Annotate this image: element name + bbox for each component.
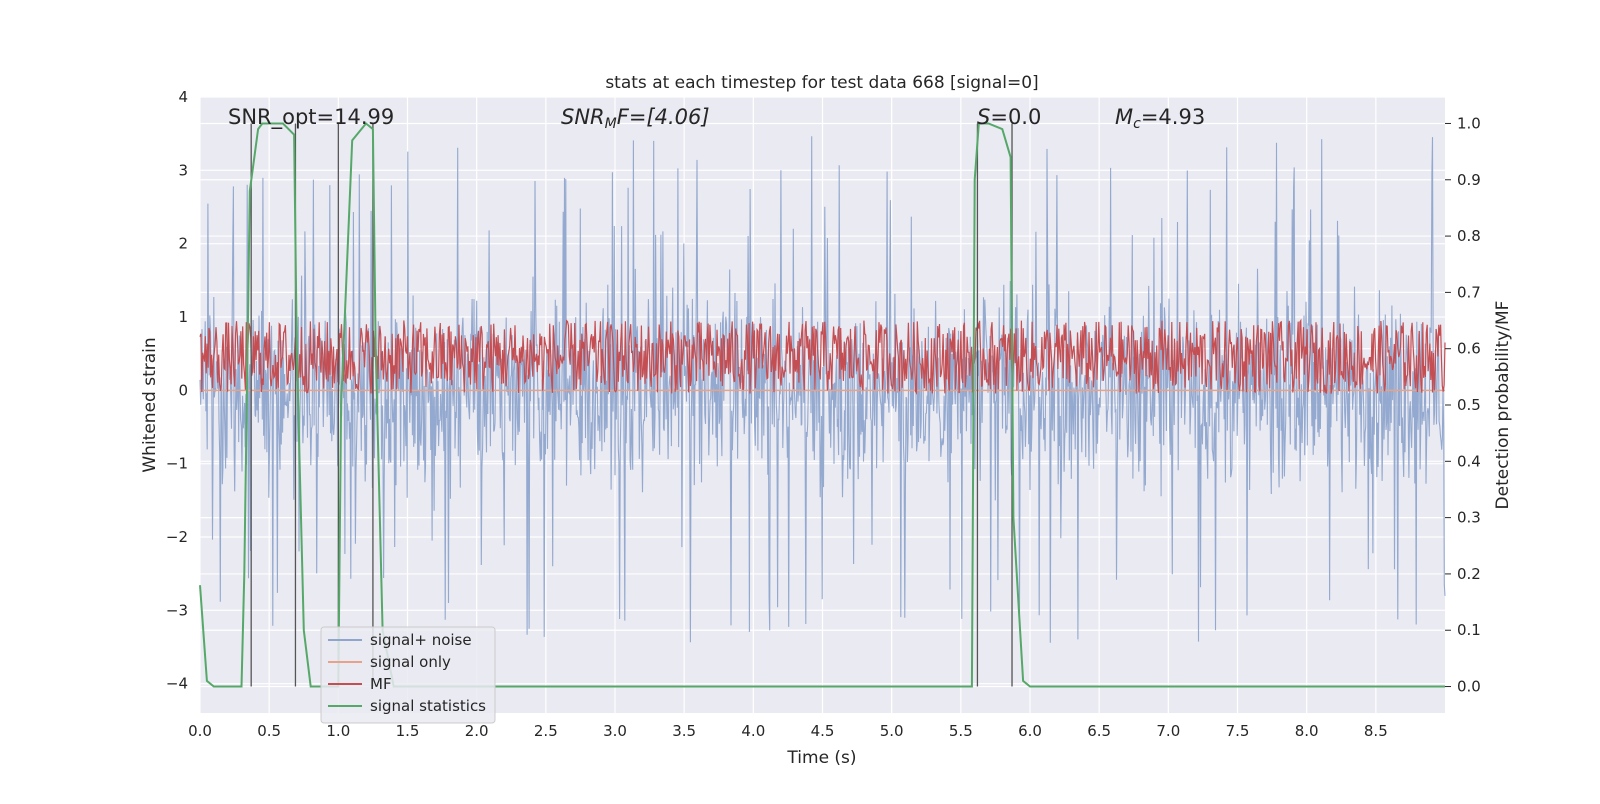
y-tick-label: 0 [178, 381, 188, 399]
y-tick-label: 2 [178, 235, 188, 253]
x-tick-label: 5.5 [949, 722, 973, 740]
mf-line [199, 318, 1446, 395]
legend-box [320, 626, 496, 724]
y-right-tick-label: 0.6 [1457, 340, 1481, 358]
x-tick-label: 2.0 [465, 722, 489, 740]
x-tick-label: 8.0 [1295, 722, 1319, 740]
legend-label-mf: MF [370, 675, 392, 693]
annotation-snr-mf-sub: M [605, 116, 617, 132]
x-tick-label: 6.0 [1018, 722, 1042, 740]
x-tick-label: 7.5 [1226, 722, 1250, 740]
y-right-tick-label: 0.1 [1457, 621, 1481, 639]
y-axis-label: Whitened strain [140, 337, 160, 472]
x-tick-label: 7.0 [1156, 722, 1180, 740]
annotation-snr-mf-prefix: SNR [561, 105, 605, 129]
y-right-tick-label: 0.5 [1457, 396, 1481, 414]
annotation-mc-sub: c [1133, 116, 1141, 132]
y-right-tick-label: 0.4 [1457, 452, 1481, 470]
annotation-snr-mf: SNRMF=[4.06] [561, 105, 710, 132]
legend-label-signal-only: signal only [370, 653, 451, 671]
x-tick-label: 3.0 [603, 722, 627, 740]
annotation-s-suffix: =0.0 [990, 105, 1041, 129]
y-right-tick-label: 0.8 [1457, 227, 1481, 245]
legend-label-signal-statistics: signal statistics [370, 697, 486, 715]
x-tick-label: 1.0 [326, 722, 350, 740]
signal-noise-line [199, 136, 1446, 643]
series-layer [199, 136, 1446, 643]
annotation-mc-prefix: M [1115, 105, 1133, 129]
x-axis-label: Time (s) [786, 748, 856, 768]
x-tick-label: 6.5 [1087, 722, 1111, 740]
y-tick-label: −2 [166, 528, 188, 546]
y-right-tick-label: 0.7 [1457, 283, 1481, 301]
legend-label-signal-noise: signal+ noise [370, 631, 472, 649]
x-tick-label: 0.5 [257, 722, 281, 740]
annotation-s-prefix: S [977, 105, 990, 129]
x-tick-label: 0.0 [188, 722, 212, 740]
chart-title: stats at each timestep for test data 668… [605, 73, 1038, 93]
y-right-tick-label: 0.3 [1457, 509, 1481, 527]
y-right-tick-label: 0.9 [1457, 171, 1481, 189]
y-right-tick-label: 0.0 [1457, 678, 1481, 696]
y-tick-label: 4 [178, 88, 188, 106]
x-tick-label: 5.0 [880, 722, 904, 740]
x-tick-label: 4.5 [811, 722, 835, 740]
y-tick-label: 1 [178, 308, 188, 326]
x-tick-label: 1.5 [396, 722, 420, 740]
annotation-s: S=0.0 [977, 105, 1041, 129]
y-right-tick-label: 0.2 [1457, 565, 1481, 583]
y-tick-label: −4 [166, 675, 188, 693]
y-right-tick-label: 1.0 [1457, 114, 1481, 132]
annotation-snr-opt: SNR_opt=14.99 [228, 105, 394, 130]
y-axis-right-label: Detection probability/MF [1493, 301, 1513, 510]
x-tick-label: 4.0 [741, 722, 765, 740]
y-tick-label: −3 [166, 601, 188, 619]
y-tick-label: 3 [178, 161, 188, 179]
axes: 0.0 0.5 1.0 1.5 2.0 2.5 3.0 3.5 4.0 4.5 5.0 5.5 6.0 6… [166, 88, 1481, 740]
x-tick-label: 8.5 [1364, 722, 1388, 740]
annotation-snr-mf-suffix: F=[4.06] [617, 105, 710, 129]
y-tick-label: −1 [166, 455, 188, 473]
x-tick-label: 3.5 [672, 722, 696, 740]
x-tick-label: 2.5 [534, 722, 558, 740]
annotation-mc: Mc=4.93 [1115, 105, 1205, 132]
annotation-mc-suffix: =4.93 [1141, 105, 1205, 129]
legend: signal+ noise signal only MF signal stat… [320, 626, 496, 724]
